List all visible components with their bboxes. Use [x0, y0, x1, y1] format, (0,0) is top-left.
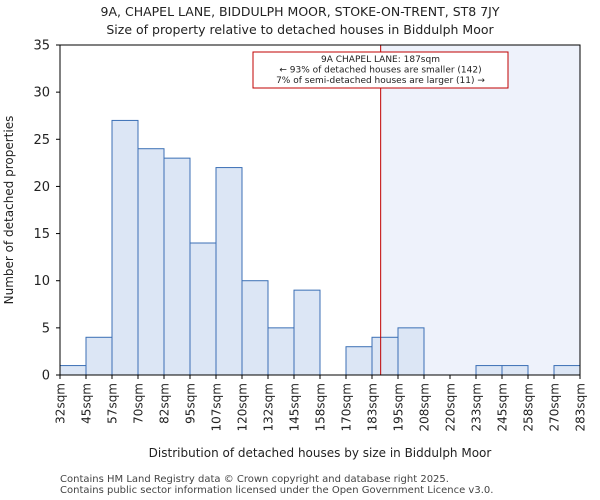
y-tick-label: 10	[33, 274, 50, 289]
histogram-bar	[371, 336, 399, 376]
x-tick-label: 132sqm	[262, 383, 276, 431]
x-tick-label: 107sqm	[210, 383, 224, 431]
histogram-bar	[241, 280, 269, 376]
x-tick-label: 183sqm	[366, 383, 380, 431]
histogram-bar	[189, 242, 217, 376]
histogram-bar	[137, 148, 165, 376]
x-tick-label: 70sqm	[132, 383, 146, 424]
marker-annotation-line: 9A CHAPEL LANE: 187sqm	[321, 55, 440, 65]
y-tick-label: 35	[33, 39, 50, 54]
histogram-bar	[475, 365, 503, 376]
x-tick-label: 170sqm	[340, 383, 354, 431]
histogram-bar	[501, 365, 529, 376]
histogram-bar	[215, 167, 243, 376]
x-tick-label: 233sqm	[470, 383, 484, 431]
x-tick-label: 245sqm	[496, 383, 510, 431]
footer-line-1: Contains HM Land Registry data © Crown c…	[60, 474, 449, 485]
x-tick-label: 120sqm	[236, 383, 250, 431]
y-tick-label: 15	[33, 227, 50, 242]
y-tick-label: 0	[42, 369, 50, 384]
x-tick-label: 220sqm	[444, 383, 458, 431]
x-tick-label: 195sqm	[392, 383, 406, 431]
x-tick-label: 57sqm	[106, 383, 120, 424]
x-tick-label: 208sqm	[418, 383, 432, 431]
histogram-bar	[553, 365, 581, 376]
chart-subtitle: Size of property relative to detached ho…	[106, 22, 494, 37]
x-tick-label: 158sqm	[314, 383, 328, 431]
larger-region-shade	[380, 45, 580, 375]
y-tick-label: 5	[42, 321, 50, 336]
histogram-bar	[59, 365, 87, 376]
x-tick-label: 45sqm	[80, 383, 94, 424]
histogram-bar	[85, 336, 113, 376]
footer-line-2: Contains public sector information licen…	[60, 485, 494, 496]
y-axis-label: Number of detached properties	[2, 116, 16, 305]
x-axis-label: Distribution of detached houses by size …	[149, 446, 492, 460]
marker-annotation-line: 7% of semi-detached houses are larger (1…	[276, 76, 485, 86]
x-tick-label: 145sqm	[288, 383, 302, 431]
histogram-bar	[293, 289, 321, 376]
y-tick-label: 25	[33, 133, 50, 148]
marker-annotation-box	[252, 51, 509, 89]
histogram-bar	[397, 327, 425, 376]
histogram-bar	[163, 157, 191, 376]
x-tick-label: 95sqm	[184, 383, 198, 424]
y-tick-label: 30	[33, 86, 50, 101]
x-tick-label: 283sqm	[574, 383, 588, 431]
histogram-bar	[345, 346, 373, 376]
y-tick-label: 20	[33, 180, 50, 195]
x-tick-label: 258sqm	[522, 383, 536, 431]
x-tick-label: 82sqm	[158, 383, 172, 424]
histogram-bar	[267, 327, 295, 376]
x-tick-label: 270sqm	[548, 383, 562, 431]
x-tick-label: 32sqm	[54, 383, 68, 424]
chart-title: 9A, CHAPEL LANE, BIDDULPH MOOR, STOKE-ON…	[100, 4, 500, 19]
marker-annotation-line: ← 93% of detached houses are smaller (14…	[279, 66, 481, 76]
histogram-bar	[111, 119, 139, 376]
